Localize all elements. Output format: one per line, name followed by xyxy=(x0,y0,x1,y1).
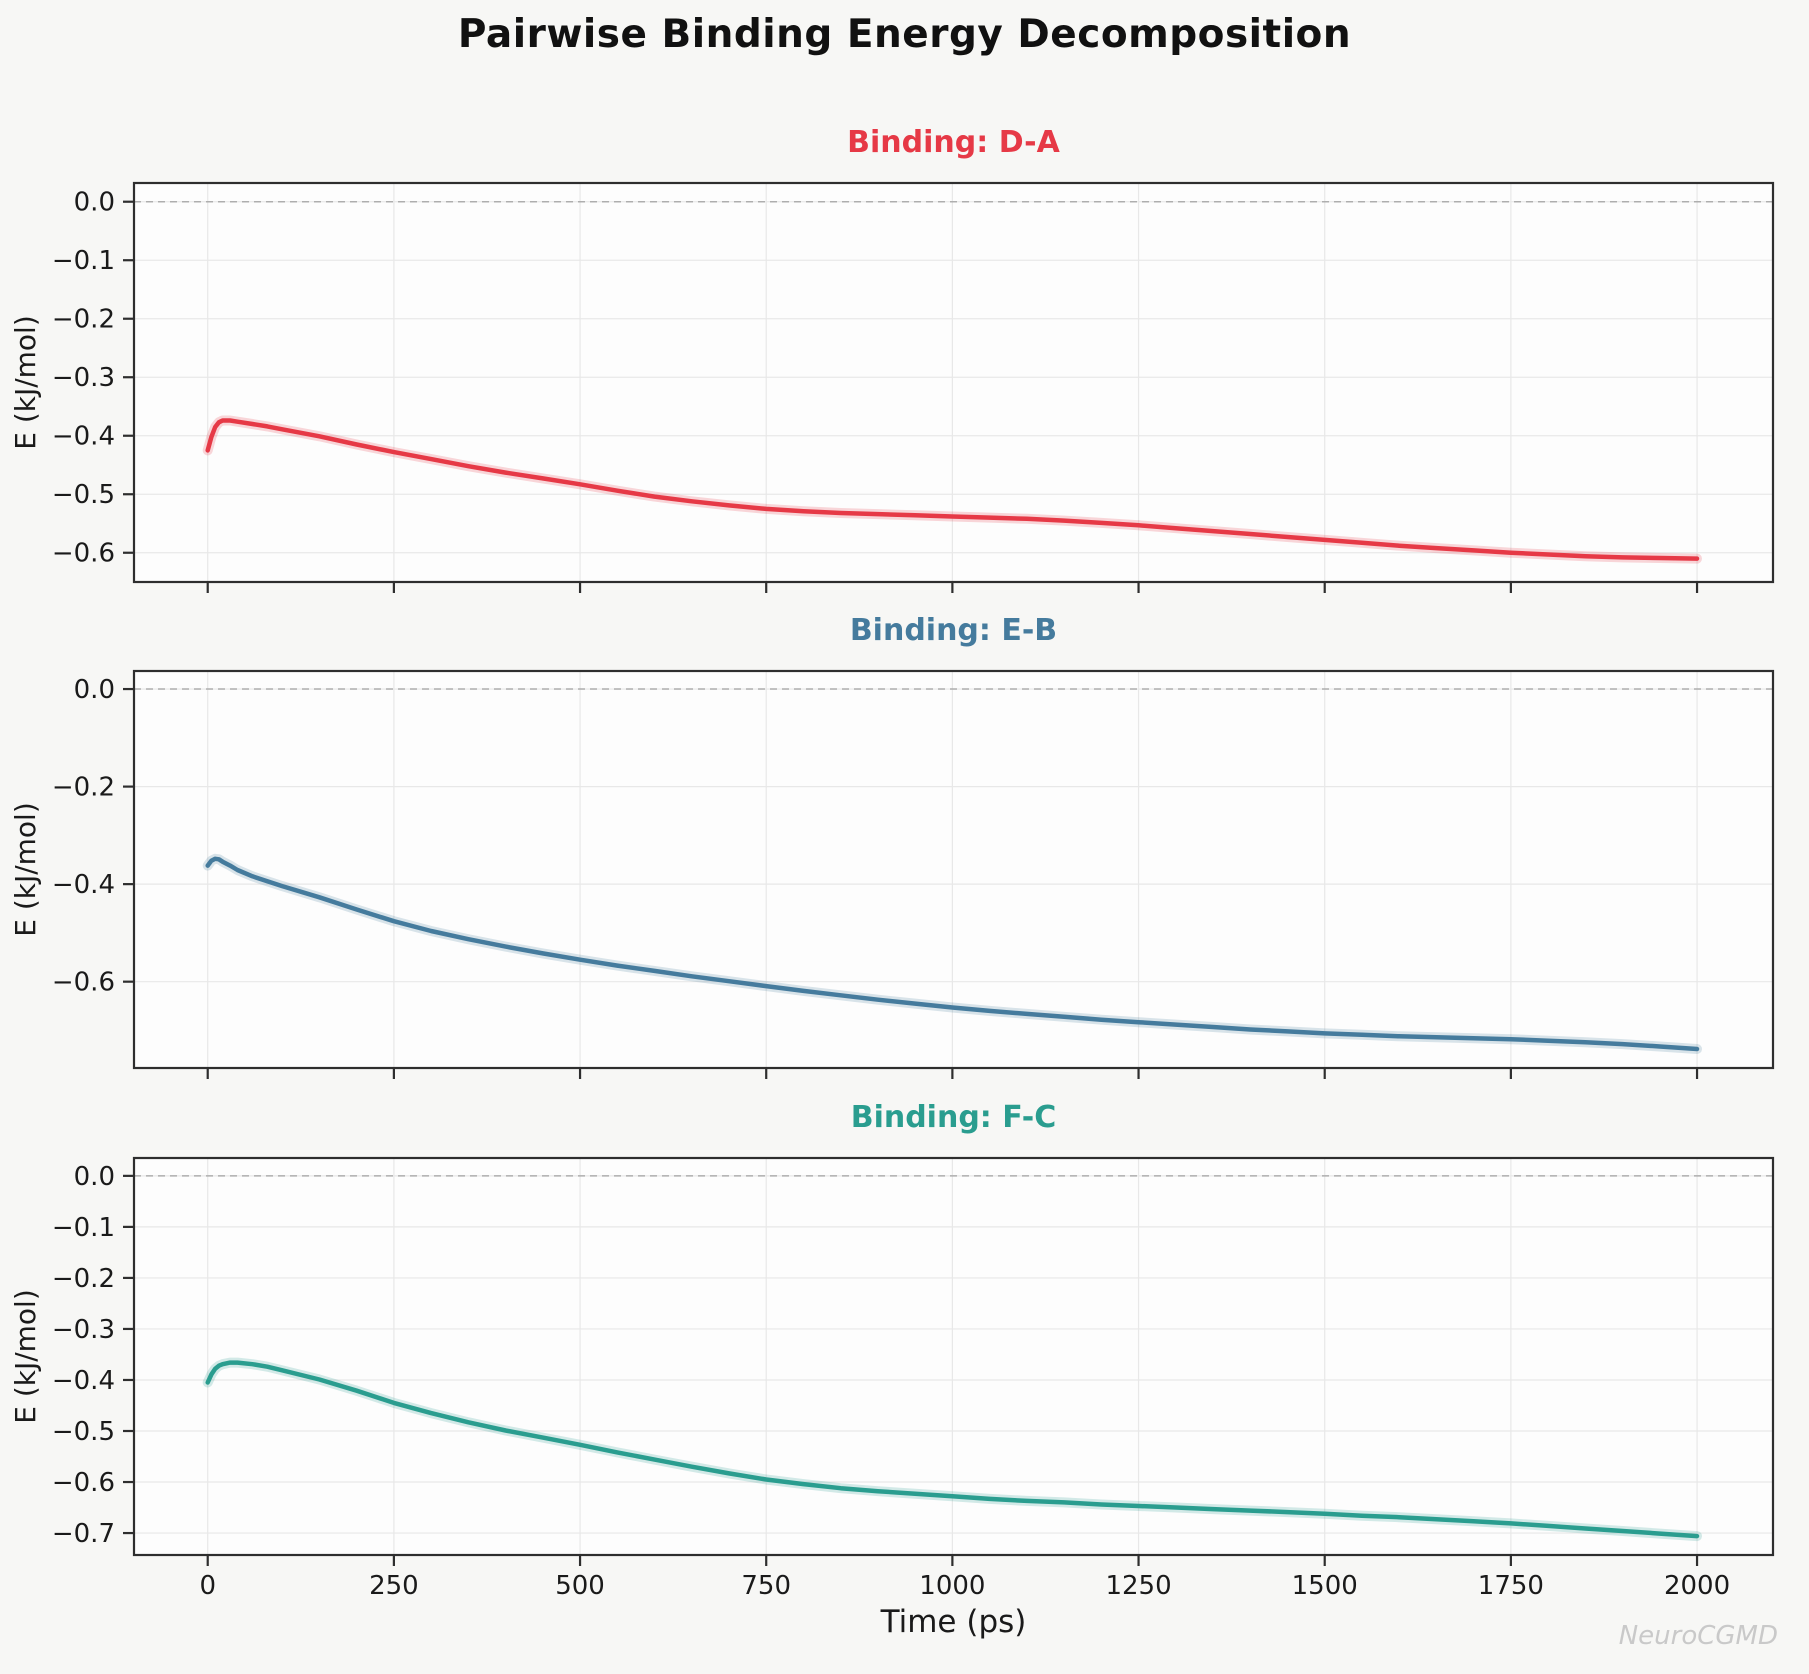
y-tick-label: −0.5 xyxy=(52,480,115,510)
y-tick-label: 0.0 xyxy=(74,675,115,705)
y-tick-label: −0.6 xyxy=(52,539,115,569)
y-tick-label: −0.2 xyxy=(52,1264,115,1294)
y-tick-label: −0.7 xyxy=(52,1519,115,1549)
axes-frame xyxy=(132,181,1775,584)
y-tick-label: −0.1 xyxy=(52,1213,115,1243)
y-axis-label: E (kJ/mol) xyxy=(9,1289,42,1424)
axes-background xyxy=(134,183,1773,582)
x-tick-label: 1250 xyxy=(1105,1571,1171,1601)
y-tick-label: −0.4 xyxy=(52,422,115,452)
y-tick-label: −0.1 xyxy=(52,246,115,276)
y-tick-label: −0.2 xyxy=(52,773,115,803)
x-tick-label: 2000 xyxy=(1664,1571,1730,1601)
y-tick-label: −0.6 xyxy=(52,1468,115,1498)
x-tick-label: 0 xyxy=(199,1571,216,1601)
y-tick-label: −0.2 xyxy=(52,305,115,335)
y-tick-label: −0.4 xyxy=(52,1366,115,1396)
y-tick-label: 0.0 xyxy=(74,1162,115,1192)
x-axis-label: Time (ps) xyxy=(880,1604,1027,1640)
binding-curve xyxy=(205,856,1700,1052)
y-tick-label: −0.3 xyxy=(52,363,115,393)
subplot-title-d-a: Binding: D-A xyxy=(847,125,1060,160)
binding-curve xyxy=(205,418,1700,561)
x-tick-label: 250 xyxy=(369,1571,419,1601)
axes-frame xyxy=(132,1156,1775,1557)
y-axis-label: E (kJ/mol) xyxy=(9,802,42,937)
y-tick-label: −0.6 xyxy=(52,968,115,998)
y-axis-label: E (kJ/mol) xyxy=(9,315,42,450)
binding-curve xyxy=(205,1360,1700,1539)
watermark: NeuroCGMD xyxy=(1618,1621,1778,1651)
y-tick-label: −0.3 xyxy=(52,1315,115,1345)
axes-background xyxy=(134,671,1773,1068)
x-tick-label: 1750 xyxy=(1478,1571,1544,1601)
axes-background xyxy=(134,1158,1773,1555)
y-tick-label: −0.5 xyxy=(52,1417,115,1447)
x-tick-label: 750 xyxy=(741,1571,791,1601)
subplot-title-f-c: Binding: F-C xyxy=(850,1100,1057,1135)
y-tick-label: 0.0 xyxy=(74,188,115,218)
figure-title: Pairwise Binding Energy Decomposition xyxy=(457,12,1352,57)
y-tick-label: −0.4 xyxy=(52,870,115,900)
x-tick-label: 500 xyxy=(555,1571,605,1601)
subplot-title-e-b: Binding: E-B xyxy=(849,613,1058,648)
axes-frame xyxy=(132,669,1775,1070)
x-tick-label: 1000 xyxy=(919,1571,985,1601)
x-tick-label: 1500 xyxy=(1292,1571,1358,1601)
